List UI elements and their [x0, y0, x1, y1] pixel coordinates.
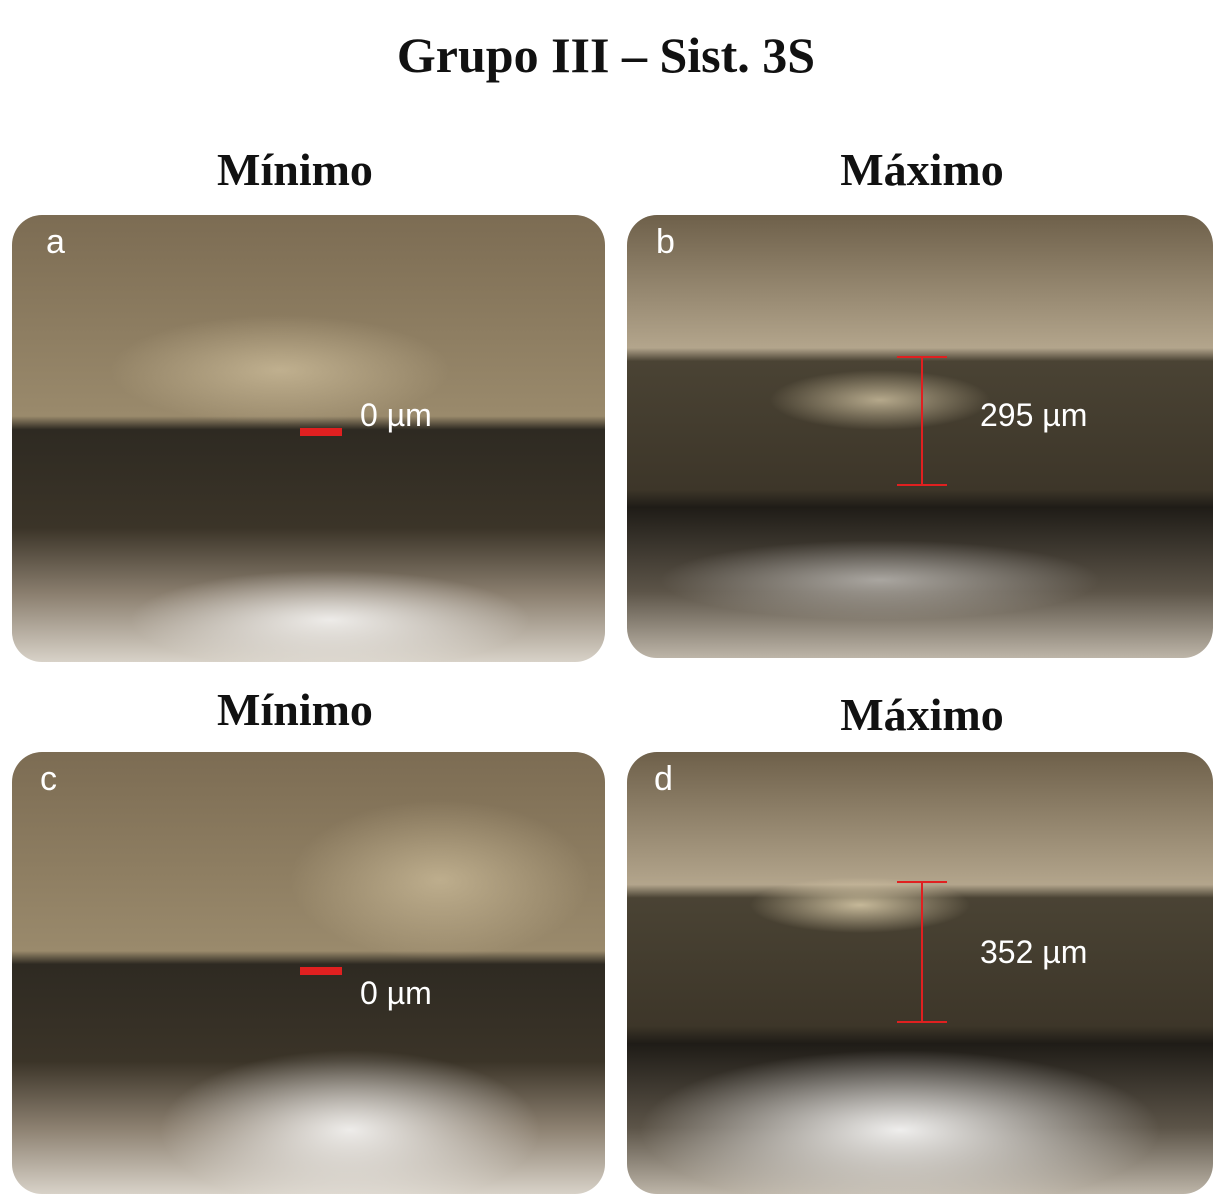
measure-bar [300, 428, 342, 436]
panel-letter: a [46, 223, 65, 261]
panel-heading: Mínimo [217, 144, 373, 195]
measurement: 352 µm [980, 934, 1087, 970]
micrograph-highlight [290, 800, 590, 960]
panel: a 0 µm [12, 215, 605, 670]
micrograph-highlight [660, 540, 1100, 620]
micrograph-highlight [750, 877, 970, 933]
panel-letter: d [654, 760, 673, 798]
panel-heading: Máximo [840, 144, 1004, 195]
panel-letter: b [656, 223, 675, 261]
panel: c 0 µm [12, 752, 605, 1194]
micrograph-highlight [130, 570, 530, 670]
measurement: 295 µm [980, 397, 1087, 433]
panel-heading: Máximo [840, 689, 1004, 740]
panel-letter: c [40, 760, 57, 798]
measure-bar [300, 967, 342, 975]
measurement: 0 µm [360, 397, 432, 433]
panel: d 352 µm [627, 752, 1213, 1194]
micrograph-highlight [770, 370, 990, 430]
panel: b 295 µm [627, 215, 1213, 658]
figure: Grupo III – Sist. 3S Mínimo a 0 µm Máxim… [0, 0, 1213, 1194]
panel-heading: Mínimo [217, 684, 373, 735]
figure-title: Grupo III – Sist. 3S [397, 27, 815, 83]
measurement: 0 µm [360, 975, 432, 1011]
